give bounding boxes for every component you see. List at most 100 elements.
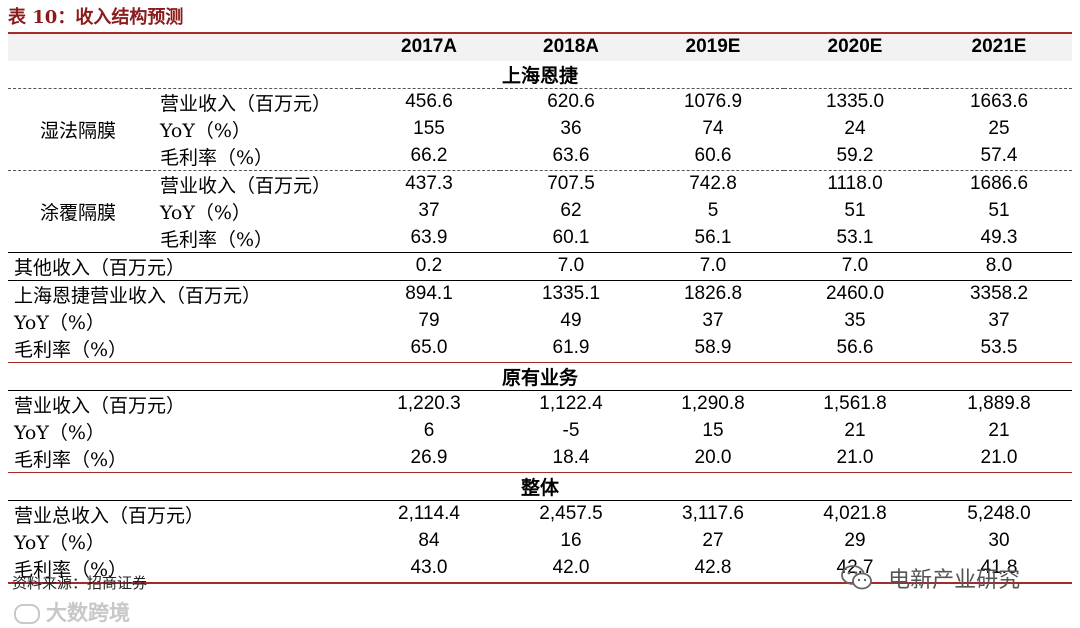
table-row: 营业总收入（百万元） 2,114.4 2,457.5 3,117.6 4,021…: [8, 499, 1072, 528]
table-cell: 16: [560, 530, 582, 551]
table-cell: 742.8: [642, 169, 784, 198]
title-rule: [8, 32, 1072, 34]
row-label: YoY（%）: [160, 201, 251, 224]
table-cell: 5,248.0: [926, 499, 1072, 528]
table-row: 涂覆隔膜 营业收入（百万元） 437.3 707.5 742.8 1118.0 …: [8, 169, 1072, 252]
year-header: 2017A: [358, 34, 500, 61]
table-cell: 7.0: [642, 251, 784, 280]
watermark-wechat: 电新产业研究: [840, 562, 1020, 596]
table-cell: 24: [844, 118, 866, 139]
table-cell: 57.4: [980, 145, 1018, 166]
table-cell: 65.0: [410, 337, 448, 358]
table-cell: 8.0: [926, 251, 1072, 280]
row-label: 其他收入（百万元）: [8, 251, 358, 280]
table-cell: 61.9: [552, 337, 590, 358]
table-cell: 36: [560, 118, 582, 139]
table-cell: 49: [560, 310, 582, 331]
table-title: 表 10：收入结构预测: [8, 7, 184, 28]
table-cell: 1,290.8: [642, 389, 784, 418]
table-cell: 51: [988, 200, 1010, 221]
table-cell: 63.6: [552, 145, 590, 166]
table-row: YoY（%） 37 62 5 51 51: [8, 198, 1072, 225]
table-cell: 5: [707, 200, 719, 221]
table-cell: 1335.0: [784, 87, 926, 116]
group-label: 涂覆隔膜: [8, 169, 148, 252]
row-label: YoY（%）: [14, 421, 105, 444]
wechat-icon: [841, 565, 872, 590]
table-cell: 37: [988, 310, 1010, 331]
table-row: YoY（%） 84 16 27 29 30: [8, 528, 1072, 555]
table-row: 其他收入（百万元） 0.2 7.0 7.0 7.0 8.0: [8, 251, 1072, 280]
row-label: 毛利率（%）: [160, 146, 274, 169]
table-cell: 74: [702, 118, 724, 139]
table-cell: 894.1: [358, 279, 500, 308]
table-row: 毛利率（%） 43.0 42.0 42.8 42.7 41.8: [8, 554, 1072, 584]
row-label: 营业总收入（百万元）: [8, 499, 358, 528]
header-blank: [8, 34, 358, 61]
row-label: 毛利率（%）: [14, 338, 128, 361]
table-cell: 1,220.3: [358, 389, 500, 418]
table-cell: 6: [423, 420, 435, 441]
table-cell: 66.2: [410, 145, 448, 166]
table-row: 上海恩捷营业收入（百万元） 894.1 1335.1 1826.8 2460.0…: [8, 279, 1072, 308]
table-cell: 21.0: [980, 447, 1018, 468]
revenue-forecast-table: 2017A 2018A 2019E 2020E 2021E 上海恩捷 湿法隔膜 …: [8, 34, 1072, 584]
section-row: 原有业务: [8, 361, 1072, 390]
year-header: 2018A: [500, 34, 642, 61]
table-cell: -5: [562, 420, 580, 441]
table-cell: 4,021.8: [784, 499, 926, 528]
source-note: 资料来源：招商证券: [12, 574, 148, 592]
row-label: 营业收入（百万元）: [148, 169, 358, 198]
table-cell: 27: [702, 530, 724, 551]
row-label: 毛利率（%）: [14, 448, 128, 471]
table-cell: 56.1: [694, 227, 732, 248]
table-cell: 53.5: [980, 337, 1018, 358]
table-cell: 3,117.6: [642, 499, 784, 528]
table-cell: 79: [418, 310, 440, 331]
table-cell: 3358.2: [926, 279, 1072, 308]
section-title: 上海恩捷: [8, 60, 1072, 88]
section-title: 原有业务: [8, 361, 1072, 390]
watermark-brand: 大数跨境: [14, 597, 130, 627]
table-cell: 456.6: [358, 87, 500, 116]
table-cell: 7.0: [784, 251, 926, 280]
row-label: YoY（%）: [14, 311, 105, 334]
table-cell: 49.3: [980, 227, 1018, 248]
table-cell: 35: [844, 310, 866, 331]
table-cell: 620.6: [500, 87, 642, 116]
group-label: 湿法隔膜: [8, 87, 148, 170]
table-cell: 2,457.5: [500, 499, 642, 528]
table-row: 毛利率（%） 66.2 63.6 60.6 59.2 57.4: [8, 143, 1072, 171]
table-cell: 42.0: [500, 554, 642, 584]
table-cell: 437.3: [358, 169, 500, 198]
table-cell: 707.5: [500, 169, 642, 198]
table-cell: 41.8: [926, 554, 1072, 584]
table-cell: 1826.8: [642, 279, 784, 308]
table-cell: 1,889.8: [926, 389, 1072, 418]
row-label: YoY（%）: [14, 531, 105, 554]
table-cell: 29: [844, 530, 866, 551]
row-label: 营业收入（百万元）: [148, 87, 358, 116]
table-cell: 2,114.4: [358, 499, 500, 528]
section-title: 整体: [8, 471, 1072, 500]
row-label: 营业收入（百万元）: [8, 389, 358, 418]
table-cell: 1118.0: [784, 169, 926, 198]
table-cell: 18.4: [552, 447, 590, 468]
brand-logo-icon: [14, 604, 40, 625]
table-row: 湿法隔膜 营业收入（百万元） 456.6 620.6 1076.9 1335.0…: [8, 87, 1072, 170]
table-cell: 7.0: [500, 251, 642, 280]
table-cell: 63.9: [410, 227, 448, 248]
year-header: 2021E: [926, 34, 1072, 61]
table-cell: 37: [418, 200, 440, 221]
section-row: 上海恩捷: [8, 60, 1072, 88]
table-cell: 51: [844, 200, 866, 221]
row-label: YoY（%）: [160, 119, 251, 142]
table-cell: 42.7: [784, 554, 926, 584]
table-row: YoY（%） 6 -5 15 21 21: [8, 418, 1072, 445]
table-row: 毛利率（%） 63.9 60.1 56.1 53.1 49.3: [8, 225, 1072, 253]
row-label: 上海恩捷营业收入（百万元）: [8, 279, 358, 308]
table-cell: 20.0: [694, 447, 732, 468]
table-cell: 21: [988, 420, 1010, 441]
table-cell: 1,561.8: [784, 389, 926, 418]
table-row: 毛利率（%） 26.9 18.4 20.0 21.0 21.0: [8, 445, 1072, 473]
